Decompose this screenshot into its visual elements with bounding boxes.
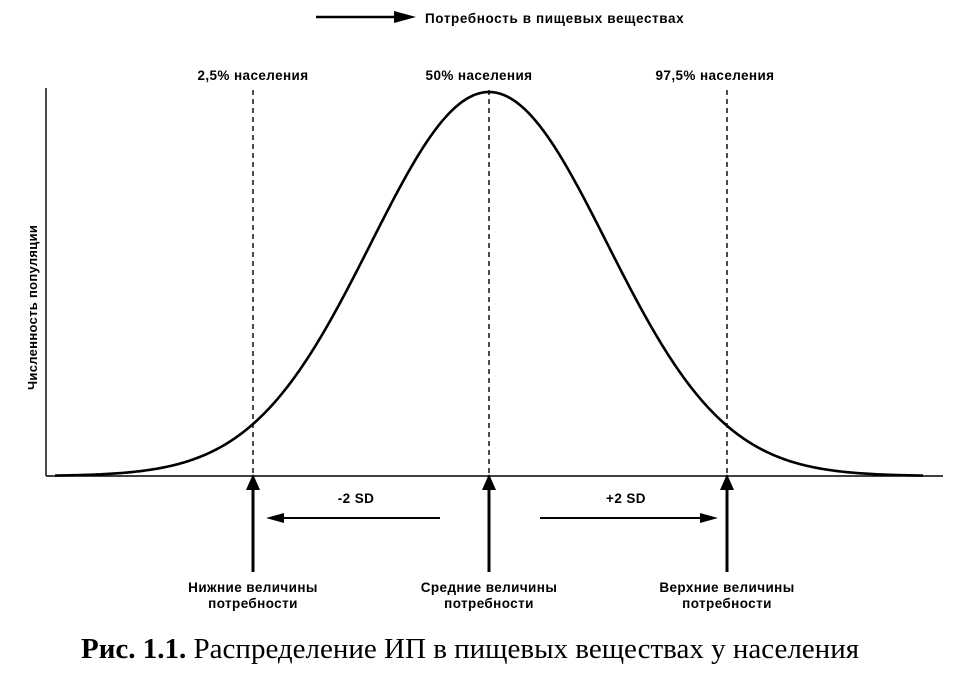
percentile-label-lower: 2,5% населения bbox=[197, 68, 308, 83]
arrow-right-icon bbox=[700, 513, 718, 523]
requirement-arrow-middle bbox=[482, 474, 496, 572]
x-direction-indicator: Потребность в пищевых веществах bbox=[316, 11, 684, 26]
arrow-left-icon bbox=[266, 513, 284, 523]
requirement-arrow-lower bbox=[246, 474, 260, 572]
figure-caption: Рис. 1.1. Распределение ИП в пищевых вещ… bbox=[81, 633, 859, 665]
requirement-arrow-upper bbox=[720, 474, 734, 572]
requirement-label-middle-line1: Средние величины bbox=[421, 580, 558, 595]
arrow-up-icon bbox=[246, 474, 260, 490]
requirement-label-upper-line1: Верхние величины bbox=[659, 580, 794, 595]
requirement-label-upper-line2: потребности bbox=[682, 596, 772, 611]
requirement-label-middle-line2: потребности bbox=[444, 596, 534, 611]
arrow-up-icon bbox=[720, 474, 734, 490]
y-axis: Численность популяции bbox=[25, 88, 47, 476]
percentile-label-upper: 97,5% населения bbox=[656, 68, 775, 83]
percentile-label-middle: 50% населения bbox=[426, 68, 533, 83]
x-direction-arrowhead-icon bbox=[394, 11, 416, 23]
caption-text: Распределение ИП в пищевых веществах у н… bbox=[186, 633, 859, 665]
y-axis-label: Численность популяции bbox=[25, 225, 40, 390]
requirement-label-lower-line1: Нижние величины bbox=[188, 580, 318, 595]
sd-arrow-left bbox=[266, 513, 440, 523]
sd-label-minus: -2 SD bbox=[338, 491, 375, 506]
x-direction-label: Потребность в пищевых веществах bbox=[425, 11, 684, 26]
sd-arrow-right bbox=[540, 513, 718, 523]
requirement-label-upper: Верхние величины потребности bbox=[659, 580, 794, 611]
caption-number: Рис. 1.1. bbox=[81, 633, 186, 665]
requirement-label-lower: Нижние величины потребности bbox=[188, 580, 318, 611]
requirement-label-middle: Средние величины потребности bbox=[421, 580, 558, 611]
sd-label-plus: +2 SD bbox=[606, 491, 646, 506]
arrow-up-icon bbox=[482, 474, 496, 490]
requirement-label-lower-line2: потребности bbox=[208, 596, 298, 611]
